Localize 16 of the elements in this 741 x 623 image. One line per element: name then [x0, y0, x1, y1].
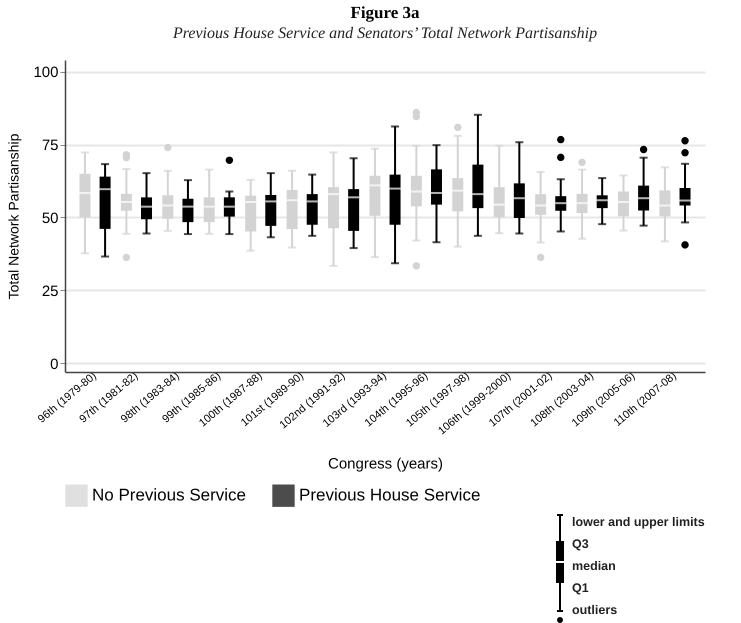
- legend-label: Previous House Service: [299, 486, 480, 505]
- y-tick-label: 75: [42, 137, 58, 154]
- text: Q1: [572, 580, 590, 597]
- x-axis-title: Congress (years): [328, 456, 444, 473]
- chart-title: Figure 3a: [350, 3, 420, 22]
- text: outliers: [572, 602, 618, 619]
- y-tick-label: 50: [42, 210, 58, 227]
- chart-subtitle: Previous House Service and Senators’ Total Network Partisanship: [172, 25, 598, 42]
- legend-label: No Previous Service: [92, 486, 246, 505]
- text: median: [572, 558, 617, 575]
- y-tick-label: 0: [50, 356, 58, 373]
- y-axis-title: Total Network Partisanship: [5, 133, 22, 300]
- y-tick-label: 25: [42, 282, 58, 300]
- text: lower and upper limits: [572, 514, 705, 531]
- text: Q3: [572, 536, 590, 553]
- y-tick-label: 100: [33, 64, 58, 82]
